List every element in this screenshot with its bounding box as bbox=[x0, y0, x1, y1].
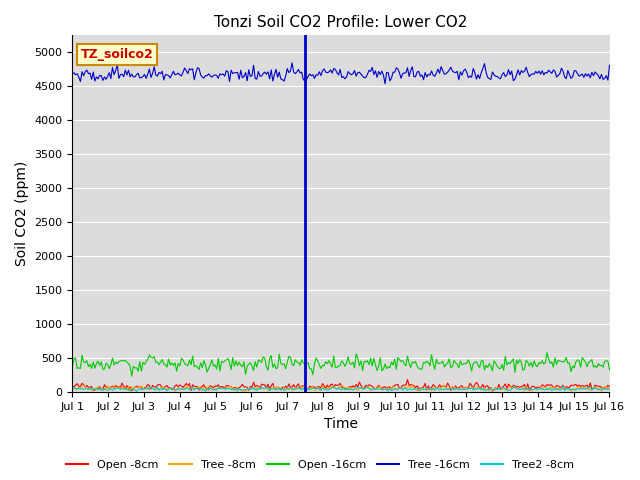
X-axis label: Time: Time bbox=[324, 418, 358, 432]
Text: TZ_soilco2: TZ_soilco2 bbox=[81, 48, 153, 61]
Y-axis label: Soil CO2 (ppm): Soil CO2 (ppm) bbox=[15, 161, 29, 266]
Legend: Open -8cm, Tree -8cm, Open -16cm, Tree -16cm, Tree2 -8cm: Open -8cm, Tree -8cm, Open -16cm, Tree -… bbox=[61, 456, 579, 474]
Title: Tonzi Soil CO2 Profile: Lower CO2: Tonzi Soil CO2 Profile: Lower CO2 bbox=[214, 15, 468, 30]
